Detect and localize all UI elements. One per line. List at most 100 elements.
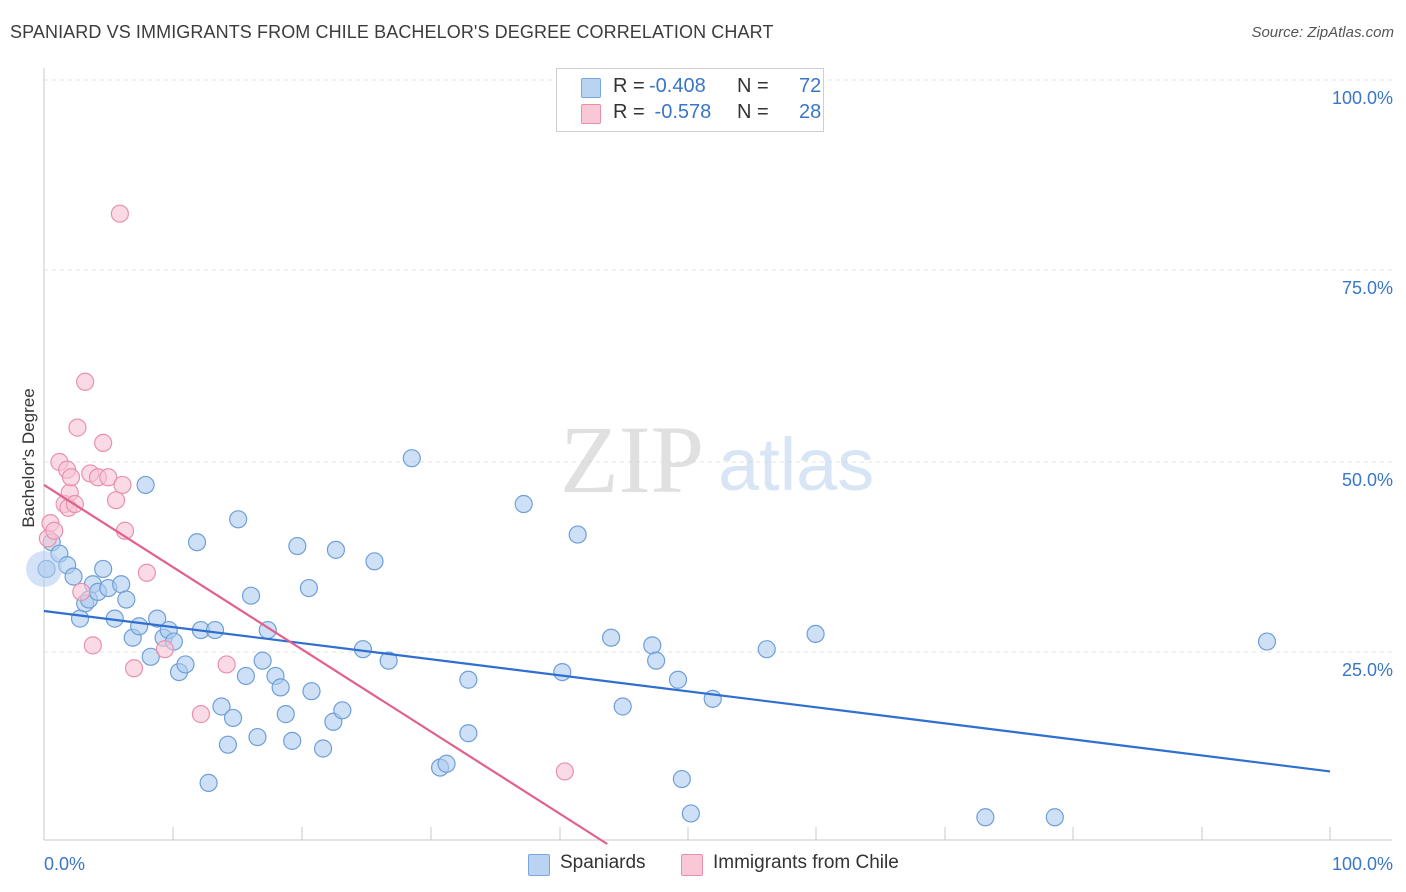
- point-spaniards: [647, 651, 666, 670]
- point-spaniards: [437, 754, 456, 773]
- point-spaniards: [568, 525, 587, 544]
- point-spaniards: [672, 769, 691, 789]
- watermark-atlas: atlas: [718, 423, 874, 506]
- point-chile: [72, 582, 91, 601]
- point-spaniards: [271, 678, 290, 697]
- point-spaniards: [757, 640, 776, 659]
- point-spaniards: [553, 662, 572, 682]
- point-spaniards: [326, 540, 346, 559]
- trend-layer: [43, 483, 1331, 845]
- point-spaniards: [26, 550, 62, 587]
- point-spaniards: [379, 651, 398, 670]
- point-spaniards: [205, 620, 225, 640]
- point-spaniards: [94, 559, 113, 579]
- point-chile: [68, 418, 87, 437]
- stats-swatch-spaniards: [581, 78, 601, 98]
- point-chile: [137, 563, 156, 582]
- point-chile: [45, 521, 64, 540]
- watermark: ZIP atlas: [560, 406, 874, 513]
- y-axis-title: Bachelor's Degree: [19, 388, 38, 527]
- y-tick-label: 25.0%: [1342, 660, 1393, 680]
- point-spaniards: [276, 705, 295, 724]
- grid-layer: [44, 79, 1392, 653]
- point-spaniards: [459, 670, 478, 689]
- point-spaniards: [459, 724, 478, 743]
- source-credit: Source: ZipAtlas.com: [1251, 24, 1394, 41]
- point-chile: [106, 491, 126, 510]
- point-spaniards: [70, 609, 90, 628]
- point-spaniards: [112, 575, 131, 594]
- r-label: R =: [613, 75, 645, 97]
- point-spaniards: [236, 666, 256, 686]
- point-spaniards: [141, 647, 160, 666]
- point-chile: [124, 659, 144, 678]
- point-chile: [155, 640, 174, 659]
- point-spaniards: [253, 651, 272, 670]
- point-spaniards: [602, 628, 621, 647]
- point-spaniards: [313, 739, 333, 758]
- point-spaniards: [514, 494, 533, 514]
- point-spaniards: [613, 697, 632, 716]
- n-value: 28: [799, 101, 822, 123]
- point-spaniards: [176, 655, 195, 674]
- point-chile: [555, 762, 574, 781]
- point-spaniards: [229, 510, 248, 529]
- point-spaniards: [365, 552, 384, 571]
- point-spaniards: [299, 578, 319, 598]
- point-spaniards: [668, 670, 688, 689]
- point-spaniards: [218, 735, 237, 754]
- point-spaniards: [1257, 632, 1277, 651]
- legend-swatch-chile: [681, 854, 703, 876]
- y-tick-label: 50.0%: [1342, 470, 1393, 490]
- stats-box: R = -0.408 N = 72 R = -0.578 N = 28: [556, 68, 824, 132]
- legend-label: Spaniards: [560, 852, 646, 873]
- point-spaniards: [976, 808, 995, 827]
- label-layer: 25.0% 50.0% 75.0% 100.0% 0.0% 100.0% Bachelor'…: [19, 88, 1393, 874]
- point-spaniards: [402, 449, 421, 468]
- point-spaniards: [199, 773, 218, 792]
- points-layer: [26, 204, 1277, 827]
- point-spaniards: [333, 701, 352, 720]
- point-chile: [83, 636, 102, 655]
- point-spaniards: [248, 727, 267, 747]
- point-chile: [113, 475, 132, 495]
- point-spaniards: [187, 533, 207, 552]
- n-label: N =: [737, 75, 769, 97]
- r-label: R =: [613, 101, 645, 123]
- point-chile: [191, 705, 210, 724]
- trend-line-chile: [43, 483, 608, 845]
- point-chile: [76, 372, 95, 391]
- point-spaniards: [681, 804, 700, 823]
- n-label: N =: [737, 101, 769, 123]
- point-spaniards: [148, 609, 167, 628]
- point-spaniards: [1045, 808, 1064, 827]
- trend-line-spaniards: [43, 609, 1331, 773]
- r-value: -0.578: [649, 101, 712, 123]
- point-chile: [61, 468, 81, 487]
- point-spaniards: [130, 617, 149, 636]
- y-tick-label: 75.0%: [1342, 278, 1393, 298]
- chart-title: SPANIARD VS IMMIGRANTS FROM CHILE BACHEL…: [10, 22, 774, 42]
- point-spaniards: [643, 636, 662, 655]
- x-tick-label: 100.0%: [1332, 854, 1393, 874]
- point-spaniards: [212, 697, 231, 716]
- point-chile: [99, 468, 118, 487]
- point-spaniards: [64, 567, 83, 586]
- watermark-zip: ZIP: [560, 406, 704, 513]
- axis-layer: [43, 68, 1392, 841]
- point-chile: [217, 655, 236, 674]
- point-spaniards: [241, 586, 261, 605]
- point-spaniards: [117, 590, 136, 609]
- legend-label: Immigrants from Chile: [713, 852, 899, 873]
- legend-swatch-spaniards: [528, 854, 550, 876]
- point-spaniards: [806, 624, 825, 644]
- point-spaniards: [302, 682, 321, 701]
- n-value: 72: [799, 75, 822, 97]
- point-spaniards: [288, 536, 307, 556]
- x-tick-label: 0.0%: [44, 854, 85, 874]
- stats-swatch-chile: [581, 104, 601, 124]
- point-spaniards: [136, 475, 155, 495]
- point-chile: [110, 204, 129, 223]
- point-spaniards: [283, 731, 302, 750]
